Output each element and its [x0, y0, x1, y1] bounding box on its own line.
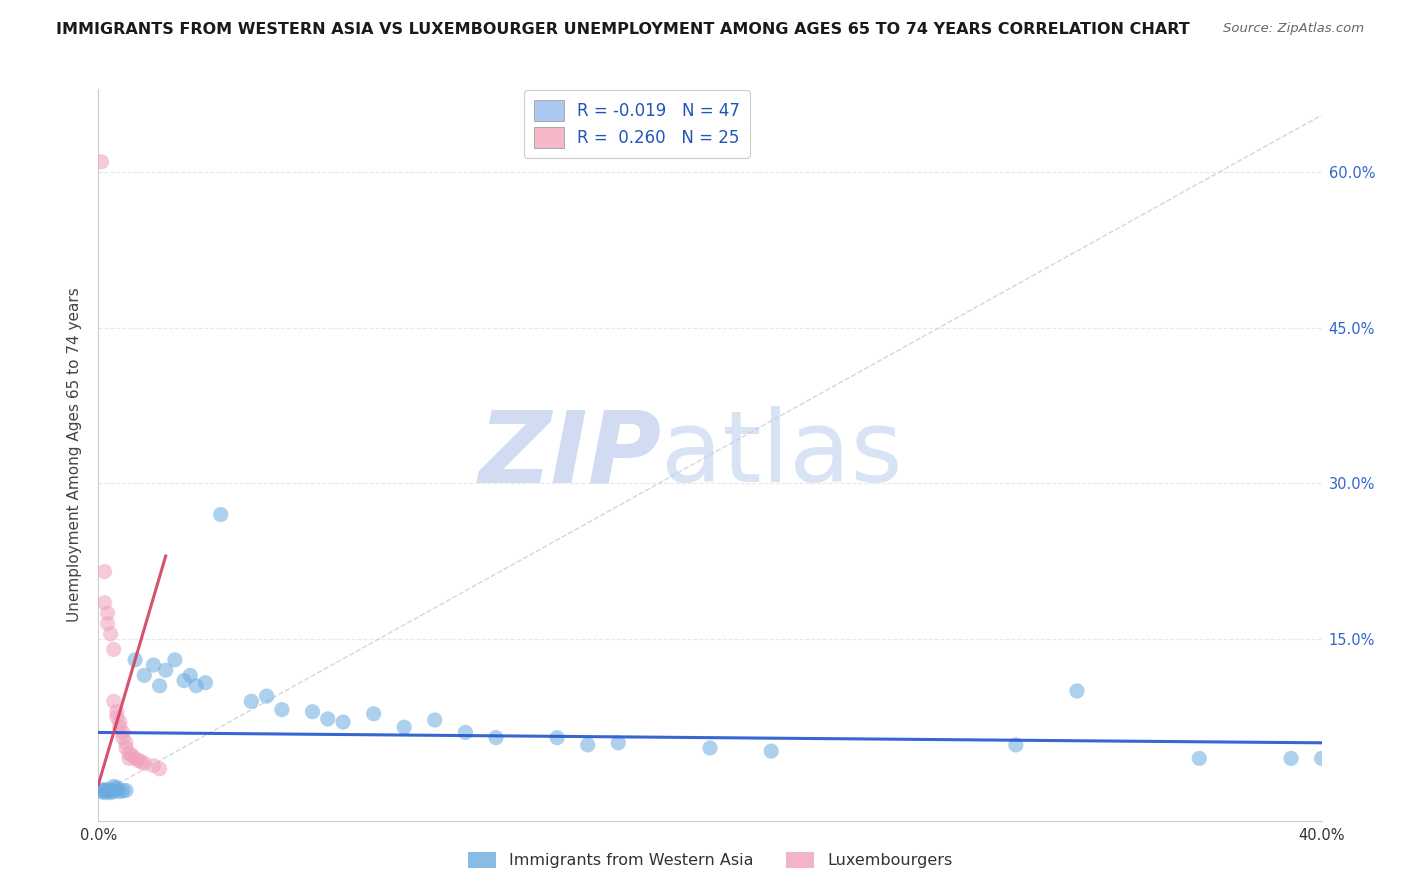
Point — [97, 606, 120, 620]
Point — [316, 712, 339, 726]
Point — [103, 694, 125, 708]
Point — [699, 741, 721, 756]
Point — [1310, 751, 1333, 765]
Point — [332, 715, 354, 730]
Point — [105, 710, 128, 724]
Point — [90, 784, 112, 798]
Point — [546, 731, 568, 745]
Point — [90, 782, 112, 797]
Text: atlas: atlas — [661, 407, 903, 503]
Point — [240, 694, 263, 708]
Point — [1188, 751, 1211, 765]
Point — [127, 754, 149, 768]
Point — [93, 565, 115, 579]
Point — [115, 783, 138, 797]
Text: ZIP: ZIP — [478, 407, 661, 503]
Point — [108, 784, 131, 798]
Point — [173, 673, 195, 688]
Point — [97, 784, 120, 798]
Point — [108, 715, 131, 730]
Point — [129, 755, 152, 769]
Point — [103, 642, 125, 657]
Point — [163, 653, 186, 667]
Point — [1004, 738, 1026, 752]
Point — [301, 705, 323, 719]
Text: IMMIGRANTS FROM WESTERN ASIA VS LUXEMBOURGER UNEMPLOYMENT AMONG AGES 65 TO 74 YE: IMMIGRANTS FROM WESTERN ASIA VS LUXEMBOU… — [56, 22, 1189, 37]
Point — [576, 738, 599, 752]
Point — [111, 783, 134, 797]
Point — [105, 782, 128, 797]
Point — [111, 725, 134, 739]
Point — [759, 744, 782, 758]
Point — [124, 653, 146, 667]
Point — [105, 705, 128, 719]
Point — [97, 782, 120, 797]
Text: Source: ZipAtlas.com: Source: ZipAtlas.com — [1223, 22, 1364, 36]
Point — [194, 675, 217, 690]
Point — [270, 703, 292, 717]
Point — [256, 689, 278, 703]
Point — [134, 756, 156, 771]
Point — [93, 786, 115, 800]
Point — [454, 725, 477, 739]
Point — [179, 668, 201, 682]
Point — [142, 758, 165, 772]
Point — [93, 783, 115, 797]
Point — [111, 731, 134, 745]
Point — [100, 783, 122, 797]
Point — [100, 786, 122, 800]
Point — [115, 741, 138, 756]
Point — [121, 748, 143, 763]
Point — [100, 627, 122, 641]
Point — [93, 596, 115, 610]
Point — [1279, 751, 1302, 765]
Point — [105, 780, 128, 795]
Point — [1066, 684, 1088, 698]
Point — [149, 679, 172, 693]
Point — [103, 784, 125, 798]
Legend: Immigrants from Western Asia, Luxembourgers: Immigrants from Western Asia, Luxembourg… — [461, 846, 959, 875]
Point — [115, 736, 138, 750]
Point — [363, 706, 385, 721]
Point — [392, 720, 416, 734]
Point — [124, 751, 146, 765]
Point — [149, 762, 172, 776]
Point — [118, 746, 141, 760]
Point — [142, 658, 165, 673]
Point — [155, 663, 177, 677]
Point — [186, 679, 208, 693]
Point — [423, 713, 446, 727]
Point — [607, 736, 630, 750]
Point — [209, 508, 232, 522]
Point — [485, 731, 508, 745]
Point — [108, 720, 131, 734]
Y-axis label: Unemployment Among Ages 65 to 74 years: Unemployment Among Ages 65 to 74 years — [67, 287, 83, 623]
Point — [90, 154, 112, 169]
Point — [134, 668, 156, 682]
Point — [103, 780, 125, 794]
Point — [97, 616, 120, 631]
Point — [118, 751, 141, 765]
